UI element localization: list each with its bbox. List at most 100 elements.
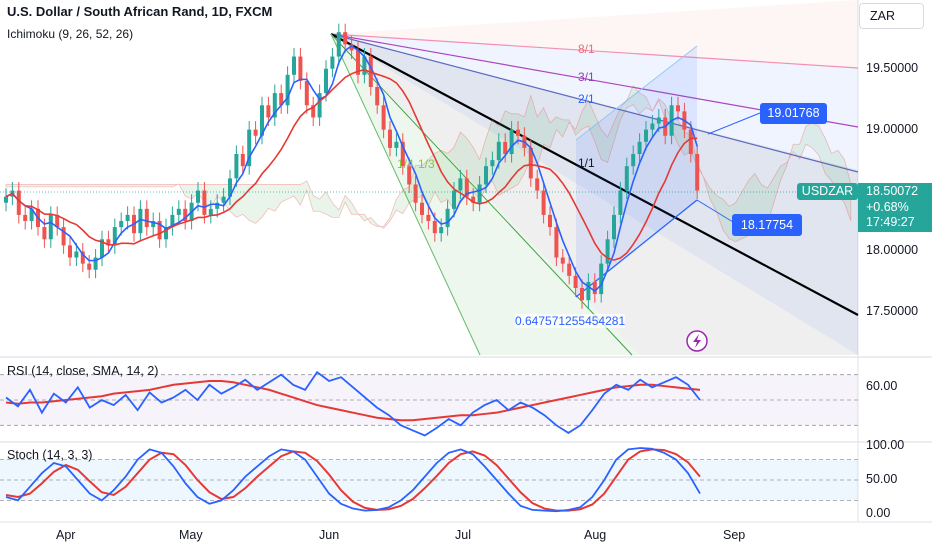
candle <box>688 129 693 154</box>
candle <box>471 196 476 203</box>
candle <box>432 221 437 234</box>
candle <box>112 227 117 246</box>
fan-label-3-1: 3/1 <box>578 70 595 84</box>
rsi-line <box>5 370 701 437</box>
candle <box>144 208 149 228</box>
stoch-d-line <box>5 448 701 512</box>
candle <box>176 208 181 215</box>
candle <box>573 275 578 288</box>
bar-countdown: 17:49:27 <box>866 215 915 229</box>
candle <box>362 56 367 75</box>
fan-ray-2-1 <box>330 33 859 173</box>
candle <box>695 154 700 191</box>
currency-button[interactable]: ZAR <box>859 3 924 29</box>
candle <box>157 221 162 240</box>
candle <box>637 141 642 154</box>
symbol-label: USDZAR <box>797 183 858 200</box>
candle <box>528 147 533 179</box>
candle <box>234 154 239 179</box>
tenkan-line <box>5 44 698 293</box>
candle <box>292 56 296 75</box>
candle <box>516 129 520 136</box>
fan-ray-1-4 <box>330 33 481 356</box>
candle <box>240 154 245 167</box>
candle <box>304 80 309 106</box>
candle <box>554 227 559 258</box>
candle <box>196 190 200 203</box>
candle <box>272 93 277 118</box>
candle <box>311 105 316 118</box>
kijun-line <box>5 68 698 261</box>
candle <box>541 190 546 215</box>
rsi-title: RSI (14, close, SMA, 14, 2) <box>7 364 159 378</box>
candle <box>400 141 405 167</box>
candle <box>375 87 380 106</box>
candle <box>253 129 258 136</box>
candle <box>324 68 328 94</box>
candle <box>349 44 354 51</box>
rsi-tick-label: 60.00 <box>866 379 898 394</box>
candle <box>208 208 213 215</box>
candle <box>496 141 501 161</box>
candle <box>413 184 418 203</box>
indicator-label: Ichimoku (9, 26, 52, 26) <box>7 27 134 41</box>
channel-upper <box>575 45 698 141</box>
candle <box>381 105 386 130</box>
candle <box>336 32 341 57</box>
price-tick-label: 18.00000 <box>866 243 919 258</box>
ichimoku-cloud <box>5 85 852 243</box>
candle <box>74 251 79 258</box>
stoch-k-line <box>5 447 701 513</box>
candle <box>61 227 66 246</box>
fan-ray-8-1 <box>330 33 859 69</box>
candle <box>317 93 322 118</box>
candle <box>266 105 271 118</box>
fan-label-2-1: 2/1 <box>578 92 595 106</box>
candle <box>586 281 591 301</box>
time-tick-label: May <box>179 528 203 542</box>
candle <box>23 214 28 221</box>
callout-line <box>696 199 734 223</box>
time-tick-label: Sep <box>723 528 746 542</box>
stoch-tick-label: 0.00 <box>866 506 891 520</box>
candle <box>80 251 85 264</box>
candle <box>599 263 604 295</box>
fan-zone-red <box>331 0 858 68</box>
fan-ray-1-1 <box>330 33 859 316</box>
candle <box>631 154 636 167</box>
candle <box>612 214 616 240</box>
candle <box>624 166 629 191</box>
callout-line <box>707 112 761 135</box>
candle <box>119 221 124 228</box>
candle <box>106 239 111 246</box>
candle <box>458 178 463 191</box>
fan-label-1-1: 1/1 <box>578 156 595 170</box>
candle <box>48 214 53 240</box>
candle <box>93 257 98 270</box>
time-tick-label: Apr <box>56 528 76 542</box>
candle <box>644 129 648 142</box>
candle <box>343 32 348 45</box>
candle <box>330 56 335 69</box>
stoch-tick-label: 50.00 <box>866 472 898 486</box>
rsi-ma-line <box>5 380 701 422</box>
candle <box>439 227 444 234</box>
candle <box>618 190 623 215</box>
channel-lower <box>575 199 698 298</box>
fan-zone-blue <box>331 34 858 355</box>
candle <box>170 214 175 228</box>
candle <box>605 239 610 264</box>
candle <box>151 221 156 228</box>
candle <box>567 263 572 276</box>
lower-line-price-label[interactable]: 18.17754 <box>732 214 802 236</box>
price-change: +0.68% <box>866 199 909 214</box>
candle <box>285 74 290 106</box>
price-tick-label: 17.50000 <box>866 304 919 319</box>
candle <box>560 257 565 264</box>
candle <box>138 208 143 234</box>
candle <box>100 239 104 258</box>
upper-line-price-label[interactable]: 19.01768 <box>760 103 827 124</box>
price-tick-label: 19.00000 <box>866 121 919 136</box>
